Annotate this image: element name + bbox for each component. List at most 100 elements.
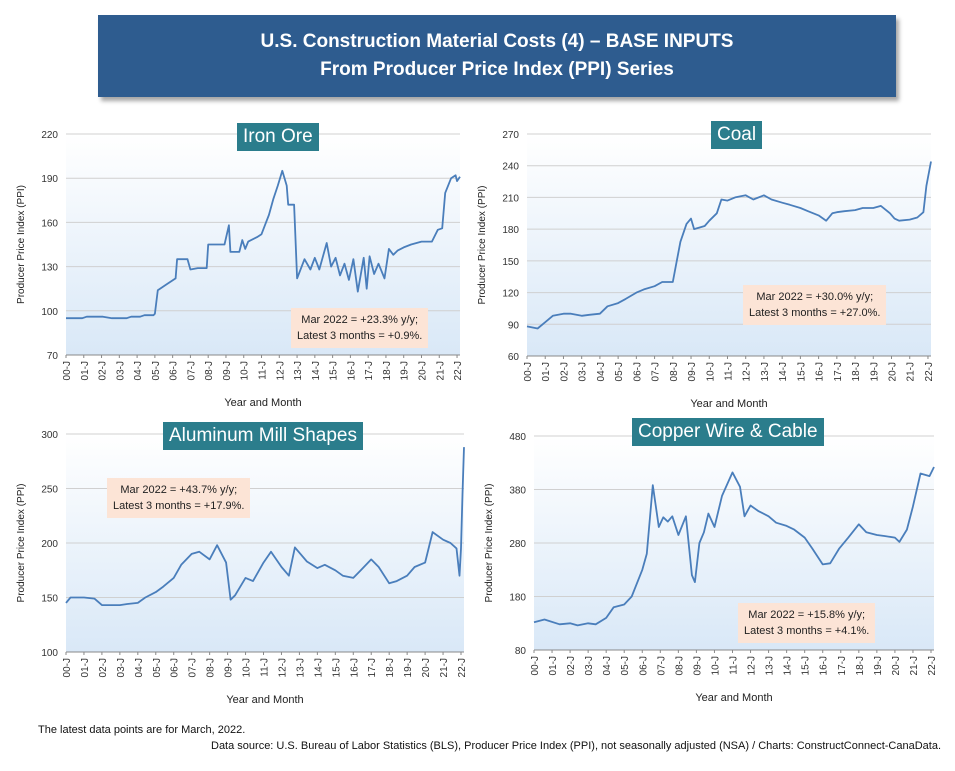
callout-line-2: Latest 3 months = +0.9%.	[297, 330, 423, 342]
x-tick-label: 13-J	[295, 658, 306, 677]
y-axis-label: Producer Price Index (PPI)	[477, 186, 488, 305]
x-tick-label: 15-J	[331, 658, 342, 677]
x-tick-label: 18-J	[385, 658, 396, 677]
callout-line-1: Mar 2022 = +23.3% y/y;	[301, 314, 419, 326]
y-tick-label: 250	[41, 485, 58, 496]
series-line	[526, 161, 932, 330]
x-tick-label: 08-J	[669, 362, 680, 381]
y-tick-label: 190	[41, 174, 58, 185]
stat-callout: Mar 2022 = +15.8% y/y; Latest 3 months =…	[738, 603, 876, 643]
x-tick-label: 08-J	[674, 656, 685, 675]
x-tick-label: 19-J	[869, 362, 880, 381]
x-tick-label: 17-J	[364, 361, 375, 380]
y-tick-label: 160	[41, 218, 58, 229]
y-tick-label: 130	[41, 263, 58, 274]
chart-title: Coal	[711, 121, 763, 149]
aluminum-plot: 100 150 200 250 300 00-J 01-J 02-J 03-J 04-J 05-J 0…	[16, 430, 468, 706]
x-tick-label: 09-J	[222, 361, 233, 380]
x-tick-label: 07-J	[656, 656, 667, 675]
x-axis-label: Year and Month	[695, 692, 772, 704]
x-tick-label: 00-J	[530, 656, 541, 675]
x-tick-label: 02-J	[566, 656, 577, 675]
y-tick-label: 210	[502, 193, 519, 204]
copper-plot: 80 180 280 380 480 00-J 01-J 02-J 03-J 04-J 05-J 06…	[484, 432, 938, 704]
aluminum-chart: 100 150 200 250 300 00-J 01-J 02-J 03-J 04-J 05-J 0…	[10, 420, 475, 710]
stat-callout: Mar 2022 = +23.3% y/y; Latest 3 months =…	[291, 308, 429, 348]
x-tick-label: 11-J	[728, 656, 739, 675]
x-tick-label: 19-J	[400, 361, 411, 380]
x-tick-label: 06-J	[638, 656, 649, 675]
x-tick-label: 05-J	[152, 658, 163, 677]
stat-callout: Mar 2022 = +30.0% y/y; Latest 3 months =…	[743, 285, 887, 325]
x-tick-label: 11-J	[723, 362, 734, 381]
x-tick-label: 15-J	[329, 361, 340, 380]
x-tick-label: 03-J	[578, 362, 589, 381]
series-line	[66, 169, 461, 320]
x-tick-label: 13-J	[765, 656, 776, 675]
x-tick-label: 03-J	[584, 656, 595, 675]
x-tick-label: 14-J	[778, 362, 789, 381]
x-tick-label: 14-J	[313, 658, 324, 677]
x-tick-label: 07-J	[186, 361, 197, 380]
y-axis-label: Producer Price Index (PPI)	[484, 484, 495, 603]
x-tick-label: 01-J	[548, 656, 559, 675]
series-line	[65, 447, 465, 606]
x-tick-label: 08-J	[206, 658, 217, 677]
y-tick-label: 280	[509, 539, 526, 550]
series-line	[533, 466, 935, 627]
x-axis-label: Year and Month	[224, 397, 301, 409]
x-tick-label: 13-J	[760, 362, 771, 381]
y-tick-label: 100	[41, 648, 58, 659]
callout-line-2: Latest 3 months = +27.0%.	[749, 307, 881, 319]
x-tick-label: 10-J	[240, 361, 251, 380]
chart-title: Iron Ore	[237, 123, 319, 151]
callout-line-1: Mar 2022 = +15.8% y/y;	[748, 609, 866, 621]
x-tick-label: 10-J	[242, 658, 253, 677]
x-tick-label: 16-J	[815, 362, 826, 381]
callout-line-2: Latest 3 months = +4.1%.	[744, 625, 870, 637]
x-tick-label: 16-J	[819, 656, 830, 675]
coal-chart: 60 90 120 150 180 210 240 270 00-J 01-J 02-J 03-J 04…	[477, 120, 942, 410]
y-tick-label: 150	[41, 594, 58, 605]
x-tick-label: 00-J	[62, 658, 73, 677]
x-tick-label: 02-J	[98, 658, 109, 677]
x-tick-label: 09-J	[224, 658, 235, 677]
x-axis-label: Year and Month	[226, 694, 303, 706]
y-tick-label: 220	[41, 130, 58, 141]
x-tick-label: 21-J	[439, 658, 450, 677]
y-tick-label: 180	[502, 225, 519, 236]
y-tick-label: 380	[509, 486, 526, 497]
x-tick-label: 20-J	[891, 656, 902, 675]
x-tick-label: 22-J	[927, 656, 938, 675]
x-tick-label: 22-J	[457, 658, 468, 677]
x-tick-label: 12-J	[275, 361, 286, 380]
x-tick-label: 22-J	[453, 361, 464, 380]
callout-line-1: Mar 2022 = +30.0% y/y;	[756, 291, 874, 303]
x-tick-label: 16-J	[349, 658, 360, 677]
title-line-1: U.S. Construction Material Costs (4) – B…	[260, 31, 734, 52]
y-tick-label: 120	[502, 289, 519, 300]
iron-ore-chart: 70 100 130 160 190 220 00-J 01-J 02-J 03-J 04-J 05-…	[10, 120, 475, 410]
copper-chart: 80 180 280 380 480 00-J 01-J 02-J 03-J 04-J 05-J 06…	[477, 418, 942, 710]
x-tick-label: 04-J	[596, 362, 607, 381]
title-banner: U.S. Construction Material Costs (4) – B…	[98, 15, 896, 97]
x-tick-label: 01-J	[80, 361, 91, 380]
y-axis-label: Producer Price Index (PPI)	[16, 185, 27, 304]
y-tick-label: 240	[502, 162, 519, 173]
x-tick-label: 21-J	[906, 362, 917, 381]
x-tick-label: 15-J	[801, 656, 812, 675]
x-tick-label: 05-J	[620, 656, 631, 675]
x-tick-label: 22-J	[924, 362, 935, 381]
x-tick-label: 04-J	[134, 658, 145, 677]
x-tick-label: 04-J	[133, 361, 144, 380]
y-tick-label: 90	[508, 320, 520, 331]
x-tick-label: 14-J	[783, 656, 794, 675]
chart-title: Aluminum Mill Shapes	[163, 422, 363, 450]
x-tick-label: 14-J	[311, 361, 322, 380]
x-tick-label: 09-J	[687, 362, 698, 381]
x-tick-label: 01-J	[541, 362, 552, 381]
x-tick-label: 03-J	[115, 361, 126, 380]
y-tick-label: 480	[509, 432, 526, 443]
x-tick-label: 18-J	[382, 361, 393, 380]
y-tick-label: 270	[502, 130, 519, 141]
